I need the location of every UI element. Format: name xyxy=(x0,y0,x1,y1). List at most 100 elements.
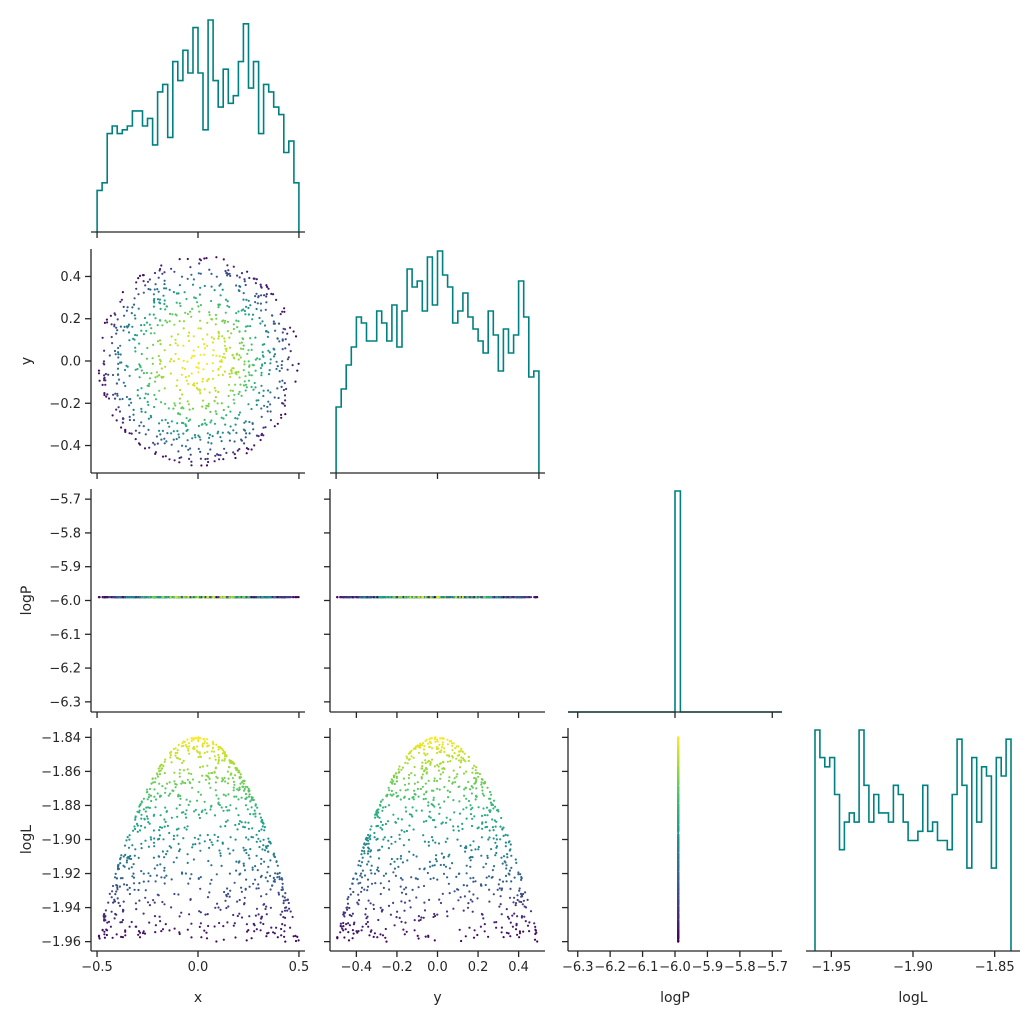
scatter-point xyxy=(107,901,110,904)
scatter-point xyxy=(226,264,229,267)
scatter-point xyxy=(234,936,237,939)
scatter-point xyxy=(237,822,241,826)
scatter-point xyxy=(213,771,216,774)
scatter-point xyxy=(419,742,422,745)
scatter-point xyxy=(242,864,245,867)
scatter-point xyxy=(434,736,437,739)
scatter-point xyxy=(359,874,362,877)
scatter-point xyxy=(260,294,263,297)
scatter-point xyxy=(455,875,458,879)
scatter-point xyxy=(461,750,464,754)
scatter-point xyxy=(436,751,439,755)
scatter-point xyxy=(238,354,241,357)
scatter-point xyxy=(411,815,414,818)
scatter-point xyxy=(175,783,178,786)
scatter-point xyxy=(518,936,521,939)
panel-x-vs-x xyxy=(91,19,305,238)
scatter-point xyxy=(201,765,205,768)
scatter-point xyxy=(116,373,120,376)
scatter-point xyxy=(463,794,466,797)
scatter-point xyxy=(421,761,424,764)
scatter-point xyxy=(235,284,238,287)
scatter-point xyxy=(187,419,190,422)
scatter-point xyxy=(204,808,207,811)
scatter-point xyxy=(393,782,396,786)
scatter-point xyxy=(196,745,199,748)
scatter-point xyxy=(399,877,403,880)
scatter-point xyxy=(227,892,230,896)
scatter-point xyxy=(413,789,416,792)
scatter-point xyxy=(116,886,119,889)
scatter-point xyxy=(220,864,223,868)
scatter-point xyxy=(533,922,536,925)
scatter-point xyxy=(235,312,238,315)
scatter-point xyxy=(260,857,263,861)
scatter-point xyxy=(233,881,236,884)
scatter-point xyxy=(166,850,169,853)
scatter-point xyxy=(351,596,354,599)
scatter-point xyxy=(264,426,267,429)
scatter-point xyxy=(492,799,496,802)
scatter-point xyxy=(382,886,385,890)
scatter-point xyxy=(402,844,405,847)
scatter-point xyxy=(121,417,125,420)
scatter-point xyxy=(448,853,451,856)
scatter-point xyxy=(154,931,157,934)
scatter-point xyxy=(101,928,104,931)
scatter-point xyxy=(464,850,467,853)
scatter-point xyxy=(250,407,253,411)
scatter-point xyxy=(283,930,286,933)
scatter-point xyxy=(529,910,533,913)
scatter-point xyxy=(170,761,173,764)
scatter-point xyxy=(244,792,248,796)
scatter-point xyxy=(470,785,473,788)
scatter-point xyxy=(357,903,360,906)
scatter-point xyxy=(158,829,161,832)
scatter-point xyxy=(229,889,232,892)
scatter-point xyxy=(506,856,509,859)
scatter-point xyxy=(484,883,487,887)
scatter-point xyxy=(369,930,372,933)
scatter-point xyxy=(366,863,369,866)
scatter-point xyxy=(177,893,180,896)
scatter-point xyxy=(253,809,256,812)
scatter-point xyxy=(194,843,197,846)
scatter-point xyxy=(184,311,187,314)
scatter-point xyxy=(254,804,257,807)
scatter-point xyxy=(163,279,166,282)
scatter-point xyxy=(149,332,153,335)
scatter-point xyxy=(189,310,192,313)
scatter-point xyxy=(420,776,423,779)
scatter-point xyxy=(101,383,104,386)
scatter-point xyxy=(274,872,277,875)
scatter-point xyxy=(170,357,173,361)
scatter-point xyxy=(166,321,169,324)
scatter-point xyxy=(520,900,523,904)
scatter-point xyxy=(294,380,297,383)
scatter-point xyxy=(211,435,214,438)
scatter-point xyxy=(516,933,519,936)
scatter-point xyxy=(142,912,145,915)
scatter-point xyxy=(159,920,162,923)
scatter-point xyxy=(238,411,242,414)
scatter-point xyxy=(273,932,276,935)
scatter-point xyxy=(220,416,223,419)
scatter-point xyxy=(184,744,187,747)
scatter-point xyxy=(148,787,152,791)
scatter-point xyxy=(187,742,191,745)
scatter-point xyxy=(352,877,355,880)
scatter-point xyxy=(407,777,410,780)
scatter-point xyxy=(442,863,446,867)
scatter-point xyxy=(377,808,380,811)
scatter-point xyxy=(153,380,157,383)
scatter-point xyxy=(508,869,511,872)
scatter-point xyxy=(250,348,253,351)
scatter-point xyxy=(113,325,116,328)
scatter-point xyxy=(219,283,222,286)
scatter-point xyxy=(232,265,235,268)
scatter-point xyxy=(262,434,265,437)
y-tick-label: −1.94 xyxy=(41,901,81,916)
scatter-point xyxy=(499,903,502,906)
scatter-point xyxy=(474,769,477,772)
scatter-point xyxy=(185,798,188,801)
